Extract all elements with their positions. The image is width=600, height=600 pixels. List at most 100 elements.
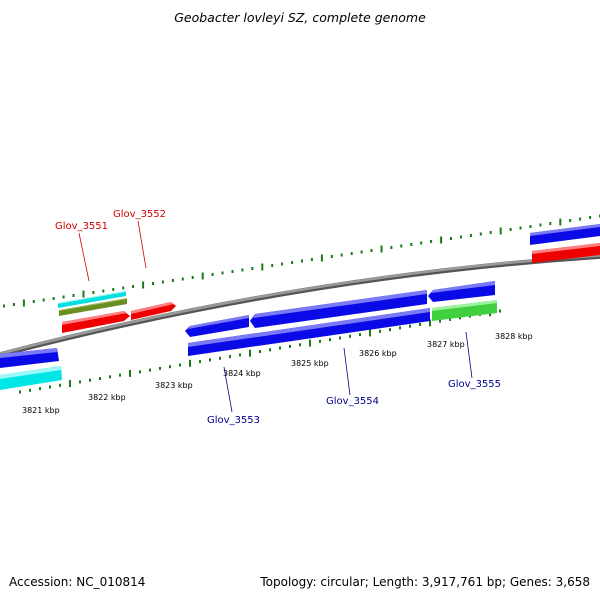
minor-tick bbox=[499, 309, 501, 313]
minor-tick bbox=[430, 240, 433, 243]
major-tick bbox=[440, 236, 443, 244]
minor-tick bbox=[389, 328, 391, 332]
minor-tick bbox=[221, 271, 224, 275]
minor-tick bbox=[231, 270, 234, 273]
minor-tick bbox=[439, 319, 441, 323]
minor-tick bbox=[89, 378, 91, 382]
outer-tick-track bbox=[3, 214, 600, 308]
minor-tick bbox=[589, 216, 592, 219]
minor-tick bbox=[42, 298, 45, 302]
minor-tick bbox=[149, 368, 151, 372]
gene-feature-blue-left bbox=[0, 348, 59, 368]
minor-tick bbox=[289, 344, 291, 348]
minor-tick bbox=[132, 285, 135, 288]
minor-tick bbox=[350, 252, 353, 255]
minor-tick bbox=[112, 288, 115, 291]
gene-glov-3552 bbox=[131, 302, 176, 320]
minor-tick bbox=[329, 338, 331, 342]
scale-labels: 3821 kbp 3822 kbp 3823 kbp 3824 kbp 3825… bbox=[22, 332, 533, 415]
minor-tick bbox=[549, 222, 552, 225]
minor-tick bbox=[449, 317, 451, 321]
gene-glov-3551 bbox=[62, 311, 130, 333]
minor-tick bbox=[301, 259, 303, 263]
page-title: Geobacter lovleyi SZ, complete genome bbox=[174, 10, 426, 25]
minor-tick bbox=[52, 297, 55, 300]
major-tick bbox=[309, 339, 311, 347]
minor-tick bbox=[3, 304, 5, 308]
minor-tick bbox=[410, 243, 413, 246]
minor-tick bbox=[529, 225, 532, 228]
major-tick bbox=[189, 359, 191, 367]
minor-tick bbox=[349, 334, 351, 338]
minor-tick bbox=[269, 348, 271, 352]
major-tick bbox=[320, 254, 323, 262]
minor-tick bbox=[109, 375, 111, 379]
tick-label: 3822 kbp bbox=[88, 393, 126, 402]
gene-feature-blue-right bbox=[530, 224, 600, 245]
minor-tick bbox=[169, 365, 171, 369]
leader-line-glov-3555 bbox=[465, 331, 473, 379]
genome-backbone-highlight bbox=[0, 254, 600, 355]
major-tick bbox=[369, 329, 371, 337]
minor-tick bbox=[139, 370, 141, 374]
minor-tick bbox=[241, 268, 244, 272]
gene-feature-cyan bbox=[58, 291, 126, 308]
major-tick bbox=[129, 369, 131, 377]
minor-tick bbox=[519, 226, 522, 230]
gene-feature-blue-upper-right bbox=[428, 281, 495, 302]
minor-tick bbox=[359, 333, 361, 337]
genome-summary: Topology: circular; Length: 3,917,761 bp… bbox=[260, 575, 590, 589]
minor-tick bbox=[39, 387, 41, 391]
gene-label-glov-3552: Glov_3552 bbox=[113, 209, 166, 220]
minor-tick bbox=[469, 234, 472, 237]
minor-tick bbox=[229, 355, 231, 359]
minor-tick bbox=[390, 246, 393, 249]
minor-tick bbox=[399, 326, 401, 330]
major-tick bbox=[249, 349, 251, 357]
major-tick bbox=[559, 218, 562, 226]
major-tick bbox=[201, 272, 204, 280]
minor-tick bbox=[199, 360, 201, 364]
minor-tick bbox=[239, 353, 241, 357]
minor-tick bbox=[489, 231, 492, 234]
tick-label: 3827 kbp bbox=[427, 340, 465, 349]
minor-tick bbox=[119, 373, 121, 377]
gene-label-glov-3553: Glov_3553 bbox=[207, 415, 260, 426]
minor-tick bbox=[579, 217, 582, 221]
minor-tick bbox=[419, 323, 421, 326]
minor-tick bbox=[299, 343, 301, 347]
major-tick bbox=[142, 281, 145, 289]
minor-tick bbox=[122, 286, 125, 290]
leader-line-glov-3554 bbox=[343, 347, 351, 396]
minor-tick bbox=[291, 261, 294, 264]
minor-tick bbox=[32, 300, 35, 303]
gene-label-glov-3551: Glov_3551 bbox=[55, 221, 108, 232]
minor-tick bbox=[450, 237, 452, 240]
minor-tick bbox=[340, 253, 343, 257]
minor-tick bbox=[319, 339, 321, 343]
minor-tick bbox=[211, 273, 214, 276]
minor-tick bbox=[409, 324, 411, 328]
minor-tick bbox=[459, 316, 461, 320]
minor-tick bbox=[219, 356, 221, 360]
minor-tick bbox=[49, 385, 51, 389]
minor-tick bbox=[379, 329, 381, 333]
major-tick bbox=[82, 290, 85, 298]
minor-tick bbox=[569, 219, 572, 222]
minor-tick bbox=[79, 380, 81, 384]
tick-label: 3826 kbp bbox=[359, 349, 397, 358]
minor-tick bbox=[59, 383, 61, 387]
major-tick bbox=[261, 263, 264, 271]
minor-tick bbox=[92, 291, 95, 294]
tick-label: 3828 kbp bbox=[495, 332, 533, 341]
tick-label: 3824 kbp bbox=[223, 369, 261, 378]
minor-tick bbox=[152, 282, 154, 285]
minor-tick bbox=[339, 336, 341, 340]
gene-feature-olive bbox=[59, 298, 127, 316]
minor-tick bbox=[102, 289, 105, 293]
minor-tick bbox=[159, 366, 161, 370]
minor-tick bbox=[12, 303, 15, 306]
gene-label-glov-3555: Glov_3555 bbox=[448, 379, 501, 390]
minor-tick bbox=[209, 358, 211, 362]
